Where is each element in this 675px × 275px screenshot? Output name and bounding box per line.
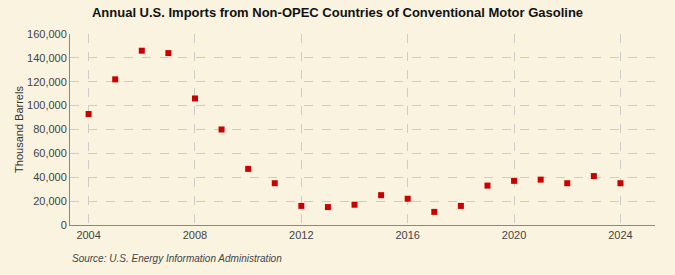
svg-text:80,000: 80,000: [33, 123, 67, 135]
svg-text:160,000: 160,000: [27, 28, 67, 40]
svg-text:40,000: 40,000: [33, 171, 67, 183]
svg-text:2020: 2020: [502, 229, 526, 241]
svg-text:Thousand Barrels: Thousand Barrels: [13, 86, 25, 173]
svg-text:0: 0: [61, 219, 67, 231]
svg-text:60,000: 60,000: [33, 147, 67, 159]
svg-text:100,000: 100,000: [27, 99, 67, 111]
svg-text:Annual U.S. Imports from Non-O: Annual U.S. Imports from Non-OPEC Countr…: [92, 5, 583, 20]
svg-text:Source: U.S. Energy Informatio: Source: U.S. Energy Information Administ…: [72, 253, 282, 264]
svg-text:120,000: 120,000: [27, 76, 67, 88]
svg-text:2016: 2016: [395, 229, 419, 241]
svg-text:140,000: 140,000: [27, 52, 67, 64]
svg-text:2008: 2008: [183, 229, 207, 241]
svg-text:2012: 2012: [289, 229, 313, 241]
svg-text:2024: 2024: [608, 229, 632, 241]
svg-text:2004: 2004: [76, 229, 100, 241]
svg-text:20,000: 20,000: [33, 195, 67, 207]
